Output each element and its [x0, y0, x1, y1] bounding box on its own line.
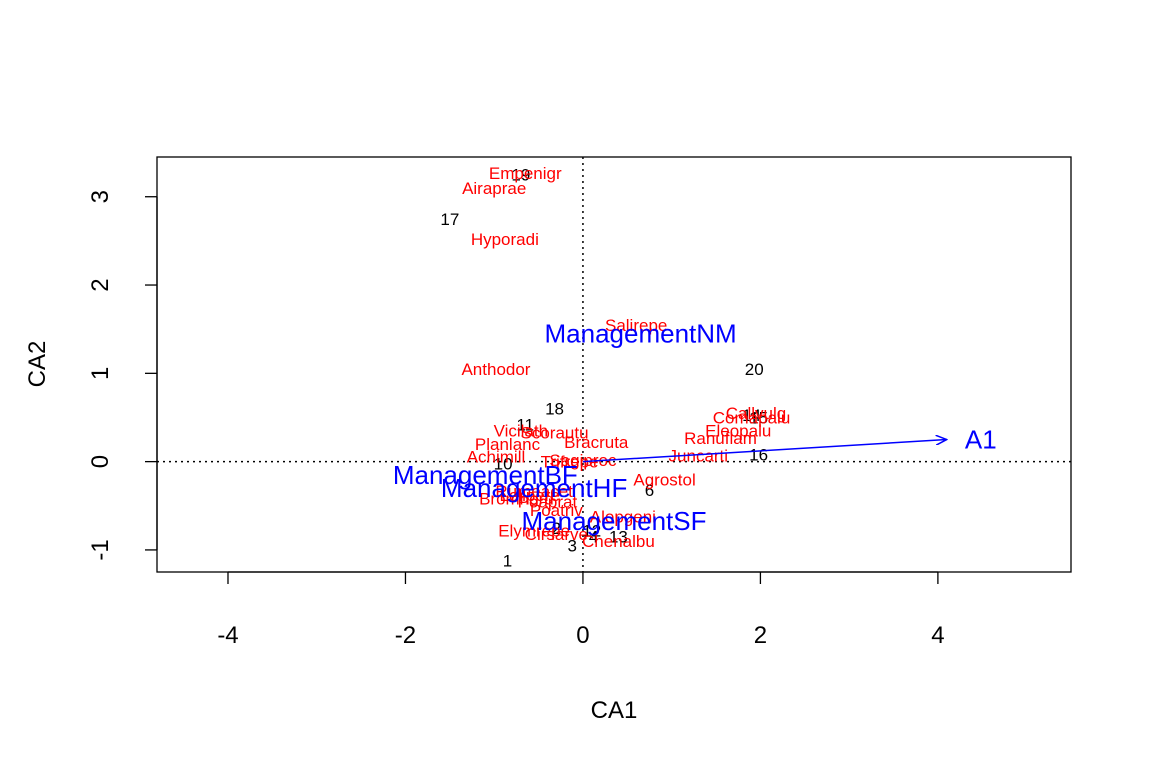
species-label: Bromhord [479, 490, 554, 509]
species-label: Lolipere [499, 486, 560, 505]
site-label: 14 [742, 406, 761, 425]
site-label: 15 [749, 408, 768, 427]
species-label: Poaprat [518, 492, 578, 511]
species-label: Eleopalu [705, 422, 771, 441]
x-tick-label: -2 [395, 622, 416, 649]
site-label: 10 [494, 454, 513, 473]
y-tick-label: -1 [87, 539, 114, 560]
species-label: Chenalbu [582, 532, 655, 551]
species-label: Achimill [467, 447, 526, 466]
x-tick-label: 0 [576, 622, 589, 649]
species-label: Bracruta [564, 433, 629, 452]
species-label: Salirepe [605, 316, 667, 335]
species-label: Vicilath [494, 422, 549, 441]
site-label: 18 [545, 400, 564, 419]
y-axis-title: CA2 [24, 341, 51, 388]
x-tick-label: -4 [217, 622, 238, 649]
centroid-label: ManagementHF [441, 473, 627, 503]
constraints-layer: ManagementNM ManagementBFManagementHFMana… [393, 319, 737, 536]
a1-vector-label: A1 [965, 425, 997, 455]
x-axis-title: CA1 [591, 697, 638, 724]
y-tick-label: 3 [87, 190, 114, 203]
y-tick-label: 2 [87, 278, 114, 291]
centroid-label: ManagementNM [545, 319, 737, 349]
site-label: 3 [568, 537, 577, 556]
species-label: Empenigr [489, 164, 562, 183]
site-label: 12 [582, 522, 601, 541]
species-label: Airaprae [462, 179, 526, 198]
vector-layer: A1 [582, 425, 997, 463]
species-label: Ranuflam [684, 429, 757, 448]
centroid-label: ManagementSF [522, 506, 707, 536]
site-label: 2 [552, 519, 561, 538]
y-tick-label: 0 [87, 455, 114, 468]
species-label: Trifrepe [541, 453, 599, 472]
species-label: Callvulg [726, 404, 786, 423]
species-label: Comapalu [713, 408, 791, 427]
site-label: 13 [609, 528, 628, 547]
site-label: 11 [516, 416, 534, 435]
species-label: Alopgeni [590, 507, 656, 526]
site-label: 4 [589, 528, 598, 547]
species-label: Planlanc [475, 435, 541, 454]
species-label: Rumeacet [495, 482, 573, 501]
site-label: 17 [440, 210, 459, 229]
x-tick-label: 4 [931, 622, 944, 649]
species-label: Scorautu [521, 423, 589, 442]
centroid-label: ManagementBF [393, 460, 578, 490]
x-tick-label: 2 [754, 622, 767, 649]
species-label: Agrostol [633, 470, 695, 489]
y-axis: -1 0 1 2 3 [87, 190, 158, 561]
site-label: 19 [511, 166, 530, 185]
species-label: Juncarti [669, 446, 729, 465]
species-label: Hyporadi [471, 230, 539, 249]
x-axis: -4 -2 0 2 4 [217, 571, 945, 649]
site-label: 1 [503, 552, 512, 571]
species-label: Anthodor [461, 360, 530, 379]
site-label: 6 [645, 481, 654, 500]
species-label: Poatriv [530, 501, 583, 520]
y-tick-label: 1 [87, 367, 114, 380]
site-label: 16 [749, 446, 768, 465]
species-label: Elymrepe [498, 522, 570, 541]
species-label: Cirsarve [525, 525, 588, 544]
species-label: Sagiproc [549, 451, 617, 470]
a1-vector-arrow [582, 440, 947, 463]
site-label: 20 [745, 360, 764, 379]
